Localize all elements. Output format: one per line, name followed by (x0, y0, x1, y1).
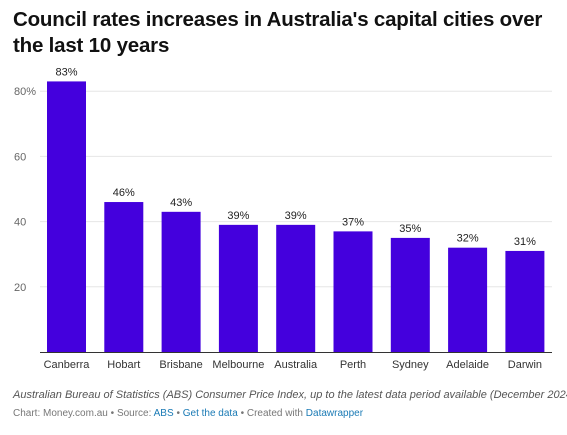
bar-value-label: 37% (342, 216, 364, 228)
get-the-data-link[interactable]: Get the data (182, 408, 238, 419)
created-with-prefix: Created with (246, 408, 303, 419)
bar-canberra (47, 81, 86, 353)
bar-value-label: 32% (457, 233, 479, 245)
bar-value-label: 35% (399, 223, 421, 235)
bar-value-label: 43% (170, 197, 192, 209)
x-tick-label: Brisbane (159, 359, 202, 371)
bar-chart: 20 40 60 80% 83% 46% 43% 39% 39% 37% 35% 32% 31% Ca… (14, 66, 552, 371)
bar-perth (333, 231, 373, 352)
chart-credit: Chart: Money.com.au (13, 408, 108, 419)
x-axis-category-labels: Canberra Hobart Brisbane Melbourne Australia… (44, 359, 542, 371)
y-tick-label: 80% (14, 86, 36, 98)
bar-australia (276, 224, 316, 352)
datawrapper-link[interactable]: Datawrapper (305, 408, 364, 419)
x-tick-label: Melbourne (212, 359, 264, 371)
x-tick-label: Adelaide (446, 359, 489, 371)
bar-melbourne (218, 224, 258, 352)
source-link-abs[interactable]: ABS (153, 408, 174, 419)
bar-hobart (104, 202, 144, 352)
bar-darwin (505, 250, 545, 352)
x-tick-label: Darwin (508, 359, 542, 371)
y-axis-tick-labels: 20 40 60 80% (14, 86, 36, 294)
bar-adelaide (448, 247, 488, 352)
x-tick-label: Hobart (107, 359, 140, 371)
x-tick-label: Australia (274, 359, 318, 371)
y-tick-label: 40 (14, 217, 26, 229)
bar-value-label: 39% (227, 210, 249, 222)
y-tick-label: 20 (14, 282, 26, 294)
bar-value-labels: 83% 46% 43% 39% 39% 37% 35% 32% 31% (55, 66, 536, 248)
source-note: Australian Bureau of Statistics (ABS) Co… (13, 389, 567, 401)
bar-value-label: 31% (514, 236, 536, 248)
bar-value-label: 83% (55, 66, 77, 78)
bar-sydney (390, 237, 430, 352)
bar-brisbane (161, 211, 201, 352)
bar-value-label: 39% (285, 210, 307, 222)
bars (47, 81, 545, 353)
x-tick-label: Canberra (44, 359, 91, 371)
byline-separator: • (240, 408, 245, 419)
byline-separator: • (176, 408, 180, 419)
chart-title: Council rates increases in Australia's c… (13, 8, 543, 57)
x-tick-label: Sydney (392, 359, 429, 371)
byline-separator: • (110, 408, 115, 419)
x-tick-label: Perth (340, 359, 366, 371)
bar-value-label: 46% (113, 187, 135, 199)
source-prefix: Source: (116, 408, 152, 419)
y-tick-label: 60 (14, 151, 26, 163)
chart-byline: Chart: Money.com.au • Source: ABS • Get … (13, 408, 363, 419)
